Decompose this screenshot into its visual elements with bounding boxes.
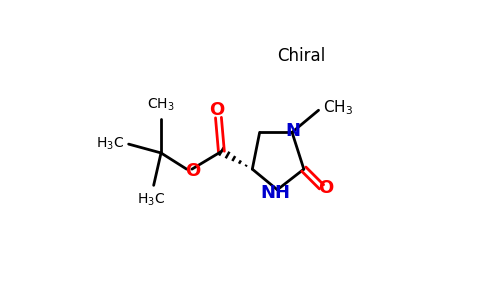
Text: O: O bbox=[318, 179, 333, 197]
Text: H$_3$C: H$_3$C bbox=[136, 192, 165, 208]
Text: N: N bbox=[286, 122, 301, 140]
Text: CH$_3$: CH$_3$ bbox=[147, 96, 175, 112]
Text: Chiral: Chiral bbox=[277, 47, 325, 65]
Text: H$_3$C: H$_3$C bbox=[96, 136, 124, 152]
Text: O: O bbox=[185, 163, 200, 181]
Text: O: O bbox=[210, 101, 225, 119]
Text: NH: NH bbox=[261, 184, 291, 202]
Text: CH$_3$: CH$_3$ bbox=[323, 98, 353, 117]
